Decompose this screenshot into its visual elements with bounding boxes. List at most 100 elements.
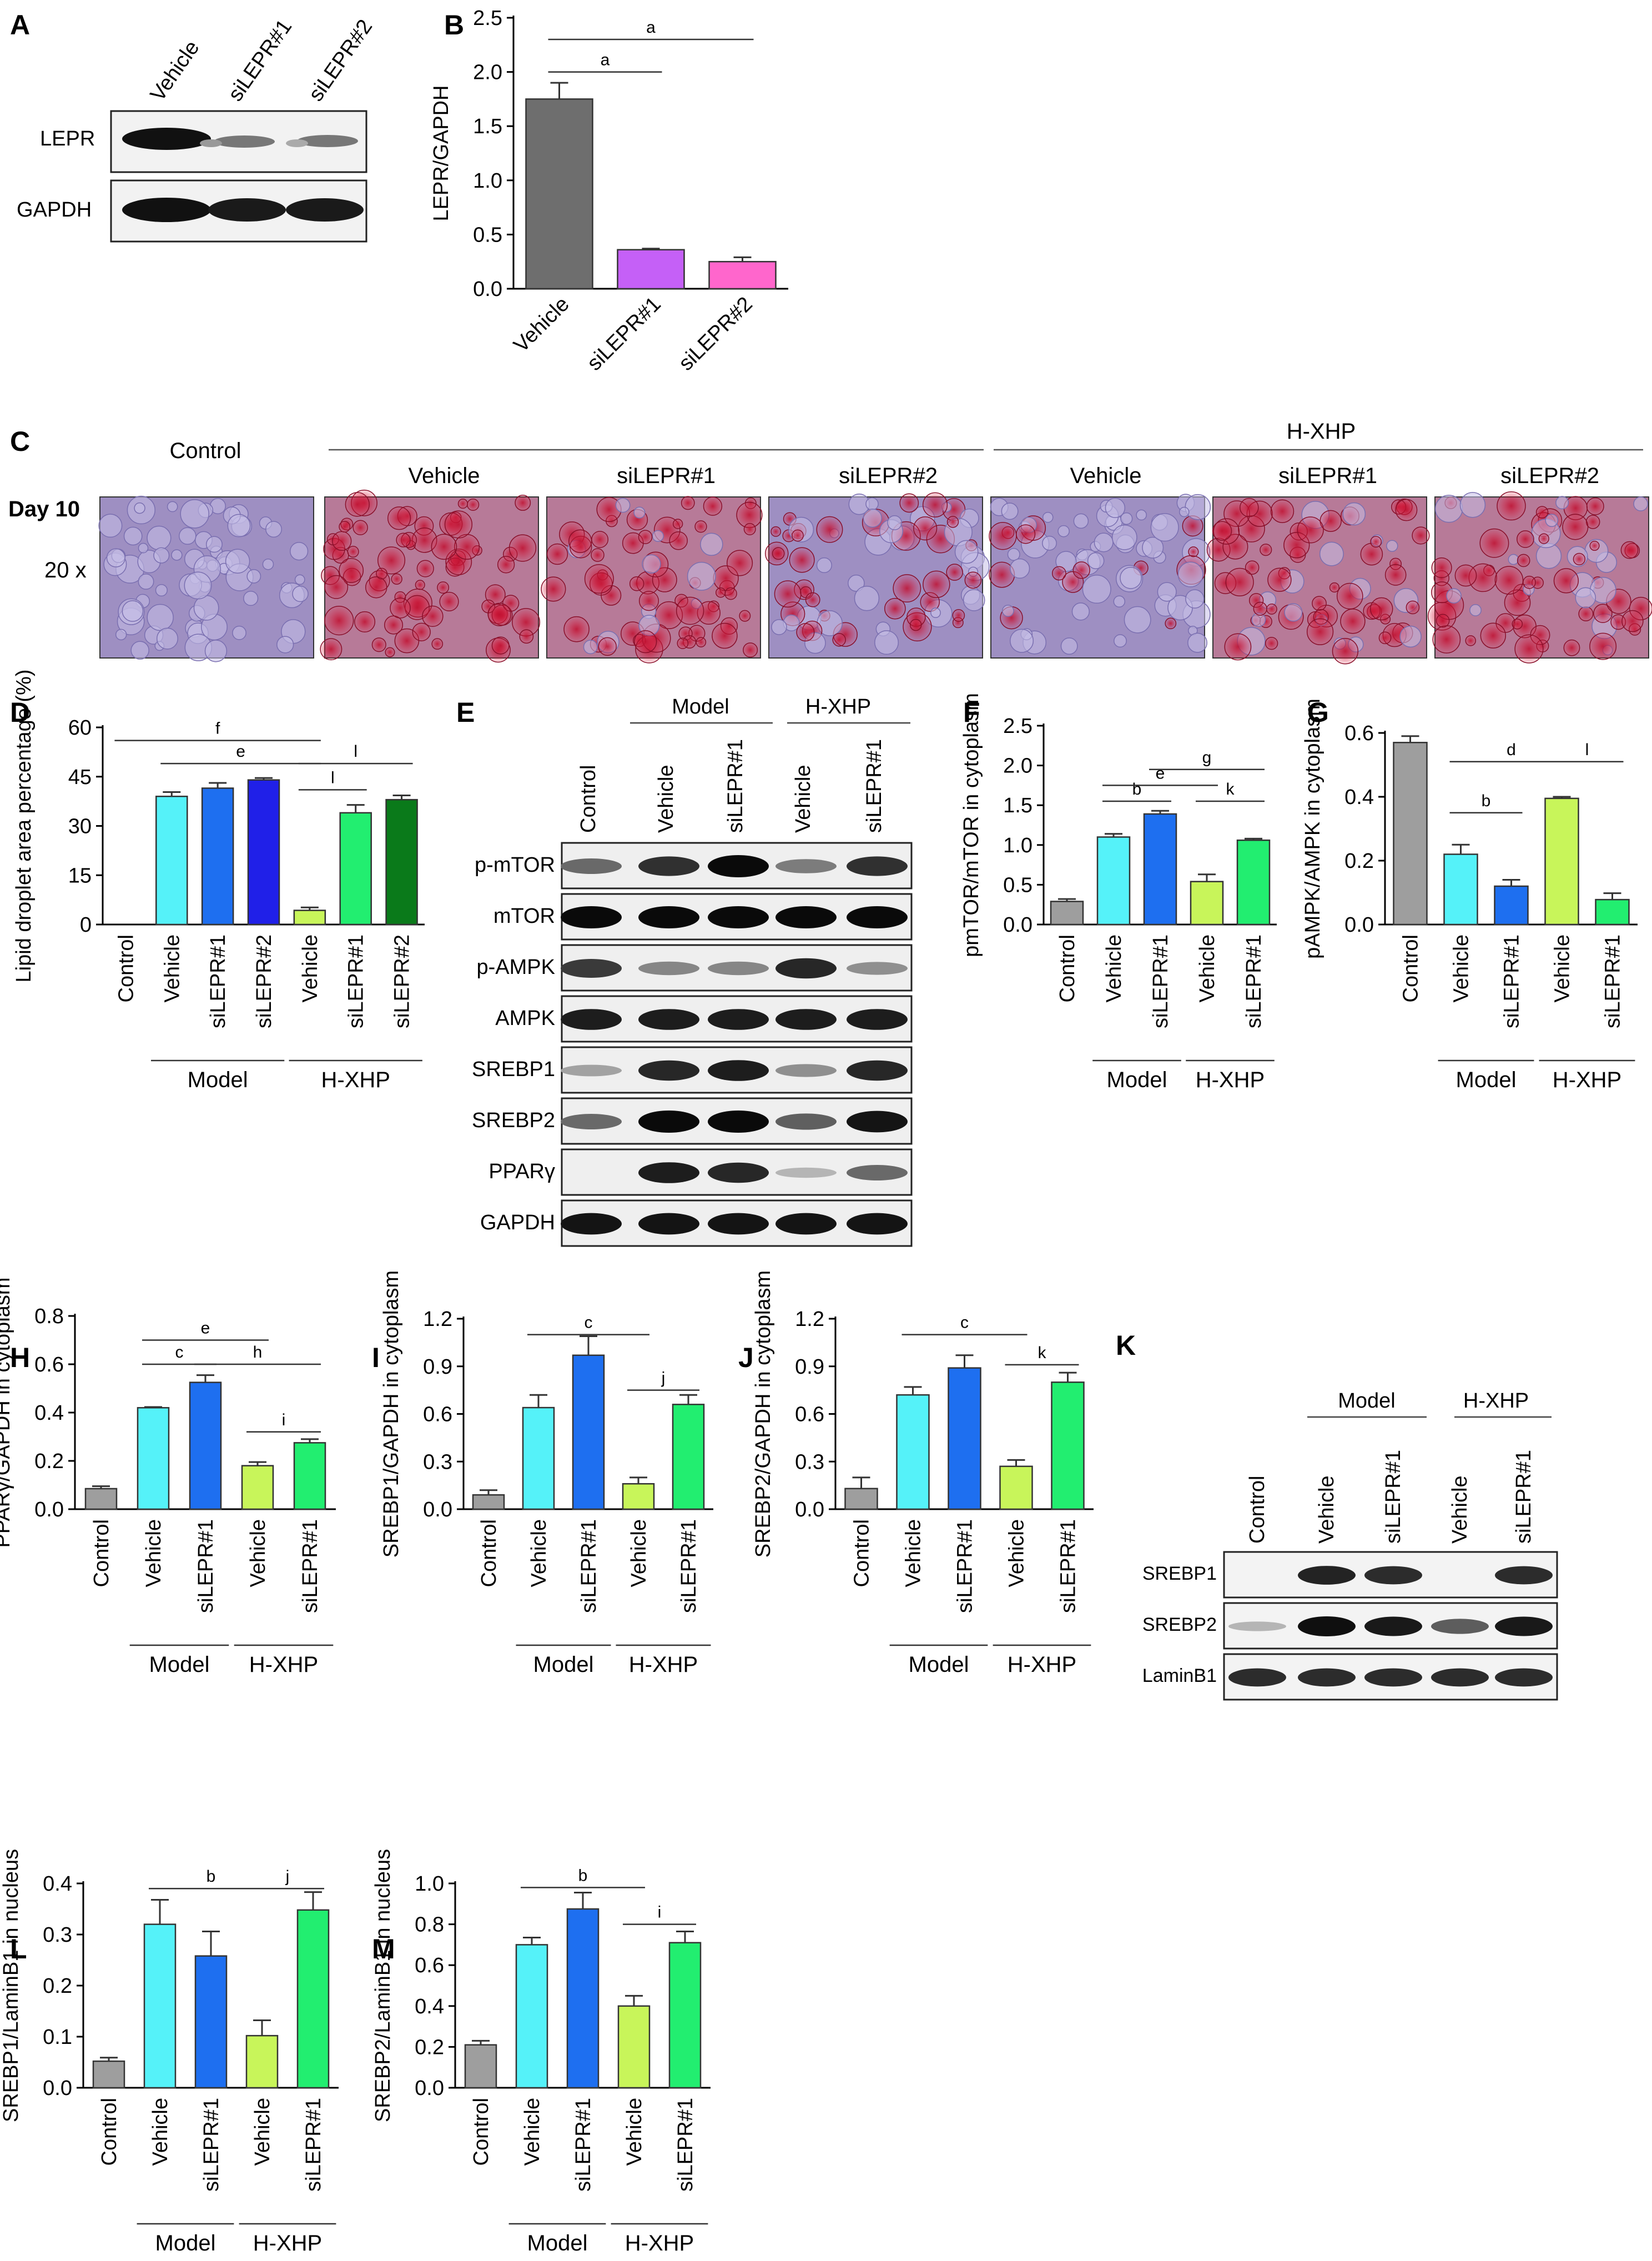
lipid-droplet	[1265, 636, 1278, 650]
y-tick-label: 0.9	[795, 1355, 824, 1379]
band	[775, 1213, 837, 1235]
micrograph-tile	[1206, 496, 1430, 665]
cell	[294, 574, 305, 585]
blot-k-lane-label: siLEPR#1	[1512, 1450, 1535, 1544]
band	[561, 1213, 622, 1235]
cell	[106, 548, 126, 567]
cell	[615, 498, 631, 513]
lipid-droplet	[1051, 566, 1066, 581]
cell	[1060, 637, 1078, 655]
band	[1495, 1566, 1553, 1585]
x-tick-label: siLEPR#1	[302, 2098, 325, 2192]
sig-label: e	[201, 1319, 210, 1338]
cell	[156, 627, 179, 650]
cell	[1150, 513, 1179, 542]
cell	[1575, 587, 1596, 609]
lipid-droplet	[508, 534, 537, 562]
y-tick-label: 0.5	[1003, 873, 1032, 897]
x-tick-label: siLEPR#1	[577, 1519, 601, 1613]
x-tick-label: siLEPR#1	[572, 2098, 595, 2192]
bar-0	[844, 1488, 878, 1510]
lipid-droplet	[1260, 544, 1272, 556]
panel-c-day: Day 10	[8, 497, 80, 521]
lipid-droplet	[946, 516, 959, 528]
y-tick-label: 0.4	[43, 1872, 72, 1896]
panel-letter-f: F	[963, 697, 980, 728]
sig-label: g	[1202, 748, 1212, 767]
y-axis-label: pAMPK/AMPK in cytoplasm	[1301, 699, 1324, 959]
lipid-droplet	[1332, 638, 1359, 665]
sig-label: c	[585, 1314, 593, 1332]
band	[561, 1114, 622, 1129]
lipid-droplet	[422, 605, 444, 627]
cell	[130, 641, 149, 660]
bar-4	[672, 1404, 705, 1510]
panel-c-group-label-hxhp: H-XHP	[1287, 419, 1356, 444]
lipid-droplet	[591, 531, 609, 548]
band	[708, 1111, 769, 1133]
blot-a-lane-silepr1: siLEPR#1	[224, 16, 296, 106]
band-gapdh-si2	[286, 198, 364, 222]
band	[1364, 1566, 1422, 1585]
blot-e-group-model: Model	[672, 695, 729, 719]
band	[847, 962, 908, 975]
blot-k-lane-label: Control	[1246, 1476, 1269, 1544]
x-tick-label: Control	[1399, 934, 1423, 1003]
lipid-droplet	[694, 520, 707, 533]
lipid-droplet	[563, 616, 590, 642]
y-tick-label: 0.2	[34, 1450, 64, 1473]
lipid-droplet	[789, 547, 815, 573]
panel-c-col-4: Vehicle	[1070, 464, 1142, 488]
panel-c-col-1: Vehicle	[409, 464, 480, 488]
y-tick-label: 0.5	[473, 223, 502, 247]
bar-2	[1494, 885, 1529, 926]
cell	[205, 536, 223, 553]
group-label: Model	[188, 1068, 248, 1092]
lipid-droplet	[909, 619, 922, 631]
lipid-droplet	[487, 602, 511, 626]
cell	[1082, 574, 1111, 604]
group-label: Model	[533, 1652, 594, 1677]
lipid-droplet	[467, 498, 480, 511]
lipid-droplet	[739, 610, 751, 622]
cell	[1177, 561, 1203, 587]
lipid-droplet	[1016, 524, 1036, 544]
cell	[1157, 582, 1177, 602]
sig-label: c	[175, 1343, 184, 1361]
group-label: H-XHP	[249, 1652, 318, 1677]
group-label: Model	[155, 2231, 216, 2255]
lipid-droplet	[696, 637, 707, 647]
blot-k-lane-label: Vehicle	[1448, 1475, 1472, 1544]
sig-label: i	[282, 1411, 286, 1429]
band	[638, 1162, 699, 1183]
lipid-droplet	[1340, 609, 1366, 634]
lipid-droplet	[444, 510, 473, 539]
cell	[642, 554, 661, 574]
lipid-droplet	[899, 493, 919, 513]
lipid-droplet	[598, 637, 617, 656]
band	[1298, 1616, 1356, 1636]
bar-2	[948, 1367, 981, 1510]
x-tick-label: Vehicle	[1551, 934, 1574, 1003]
blot-a-lane-vehicle: Vehicle	[146, 37, 204, 105]
cell	[122, 600, 144, 622]
lipid-droplet	[491, 636, 510, 655]
x-tick-label: Vehicle	[1450, 934, 1473, 1003]
y-tick-label: 0.0	[34, 1498, 64, 1521]
cell	[954, 540, 979, 564]
cell	[262, 558, 274, 570]
cell	[652, 530, 664, 542]
cell	[1114, 634, 1127, 648]
group-label: Model	[1456, 1068, 1517, 1092]
lipid-droplet	[770, 526, 782, 537]
y-tick-label: 1.5	[1003, 794, 1032, 817]
cell	[874, 630, 899, 655]
lipid-droplet	[703, 496, 723, 516]
band	[708, 1060, 769, 1081]
band	[708, 1009, 769, 1030]
x-tick-label: siLEPR#2	[253, 934, 276, 1028]
lipid-droplet	[1395, 499, 1418, 521]
cell	[816, 557, 832, 574]
lipid-droplet	[1245, 560, 1260, 575]
lipid-droplet	[724, 587, 737, 600]
